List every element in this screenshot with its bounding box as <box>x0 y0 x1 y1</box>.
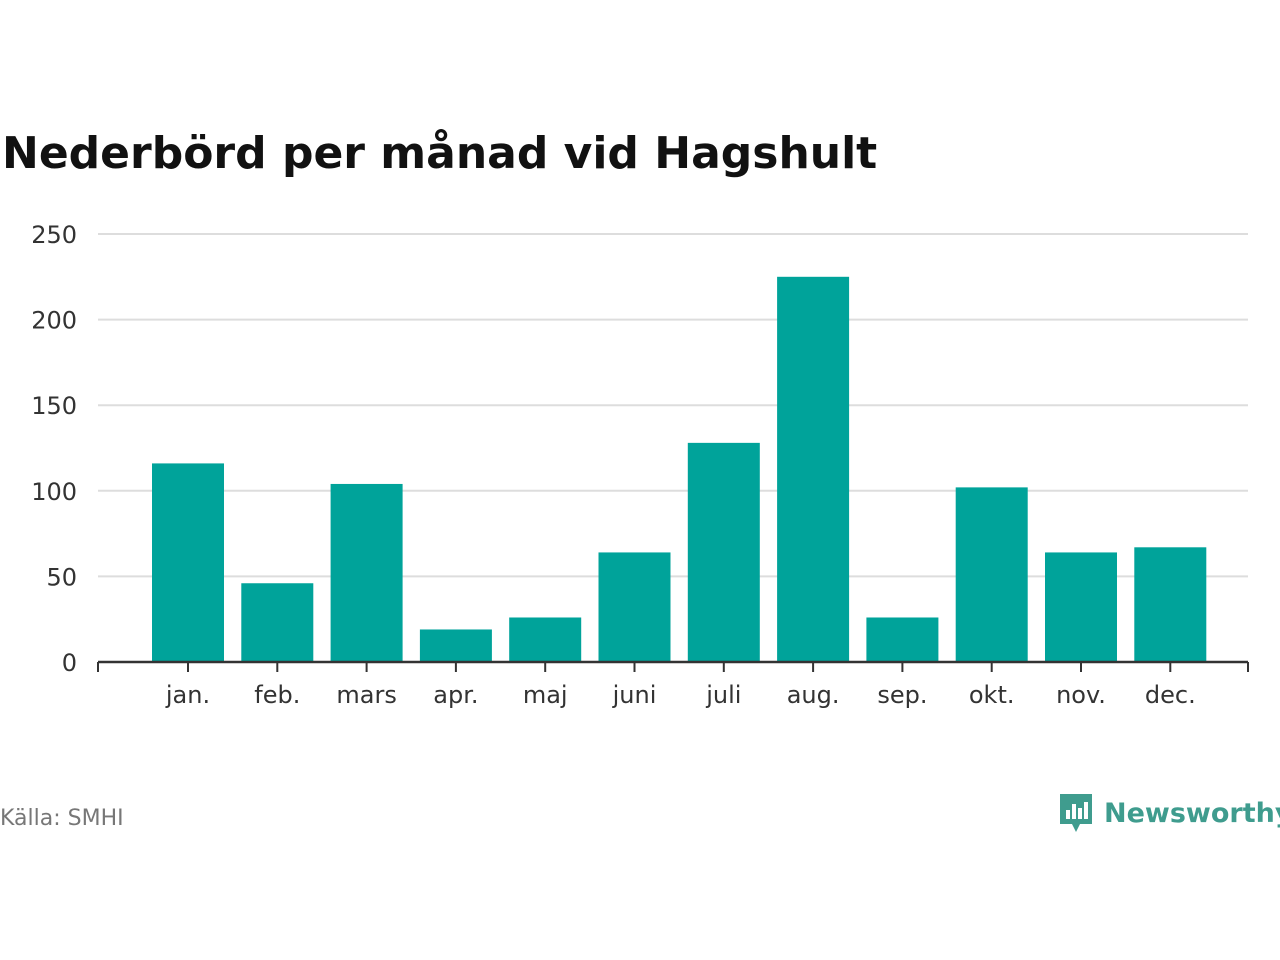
newsworthy-brand: Newsworthy <box>1058 792 1280 834</box>
bar <box>241 583 314 662</box>
y-tick-label: 200 <box>31 307 77 335</box>
x-tick-label: juni <box>612 681 657 709</box>
bar <box>777 276 850 662</box>
x-tick-label: okt. <box>969 681 1015 709</box>
bar <box>152 463 224 662</box>
bar <box>1134 547 1207 662</box>
bars <box>152 276 1207 662</box>
y-tick-label: 100 <box>31 478 77 506</box>
x-axis <box>97 660 1249 672</box>
x-tick-label: maj <box>523 681 568 709</box>
y-tick-label: 250 <box>31 221 77 249</box>
bar <box>330 483 403 662</box>
x-tick-label: sep. <box>877 681 927 709</box>
grid-lines <box>98 233 1248 578</box>
bar <box>866 617 939 662</box>
y-tick-label: 0 <box>62 649 77 677</box>
newsworthy-logo-icon <box>1060 794 1092 832</box>
bar <box>955 487 1028 662</box>
bar <box>419 629 492 662</box>
y-tick-label: 150 <box>31 392 77 420</box>
x-axis-tick-labels: jan. feb. mars apr. maj juni juli aug. sep. okt. n… <box>165 681 1196 709</box>
y-tick-label: 50 <box>46 563 77 591</box>
bar <box>509 617 582 662</box>
x-tick-label: jan. <box>165 681 210 709</box>
x-tick-label: mars <box>336 681 396 709</box>
chart-title: Nederbörd per månad vid Hagshult <box>2 128 878 179</box>
x-tick-label: nov. <box>1056 681 1106 709</box>
brand-name: Newsworthy <box>1104 797 1280 829</box>
y-axis-tick-labels: 0 50 100 150 200 250 <box>31 221 77 677</box>
x-tick-label: aug. <box>787 681 840 709</box>
bar <box>598 552 671 662</box>
x-tick-label: dec. <box>1145 681 1196 709</box>
x-tick-label: apr. <box>433 681 478 709</box>
x-tick-label: feb. <box>254 681 300 709</box>
bar <box>1045 552 1117 662</box>
bar <box>687 442 760 662</box>
x-tick-label: juli <box>705 681 741 709</box>
source-note: Källa: SMHI <box>0 806 124 831</box>
